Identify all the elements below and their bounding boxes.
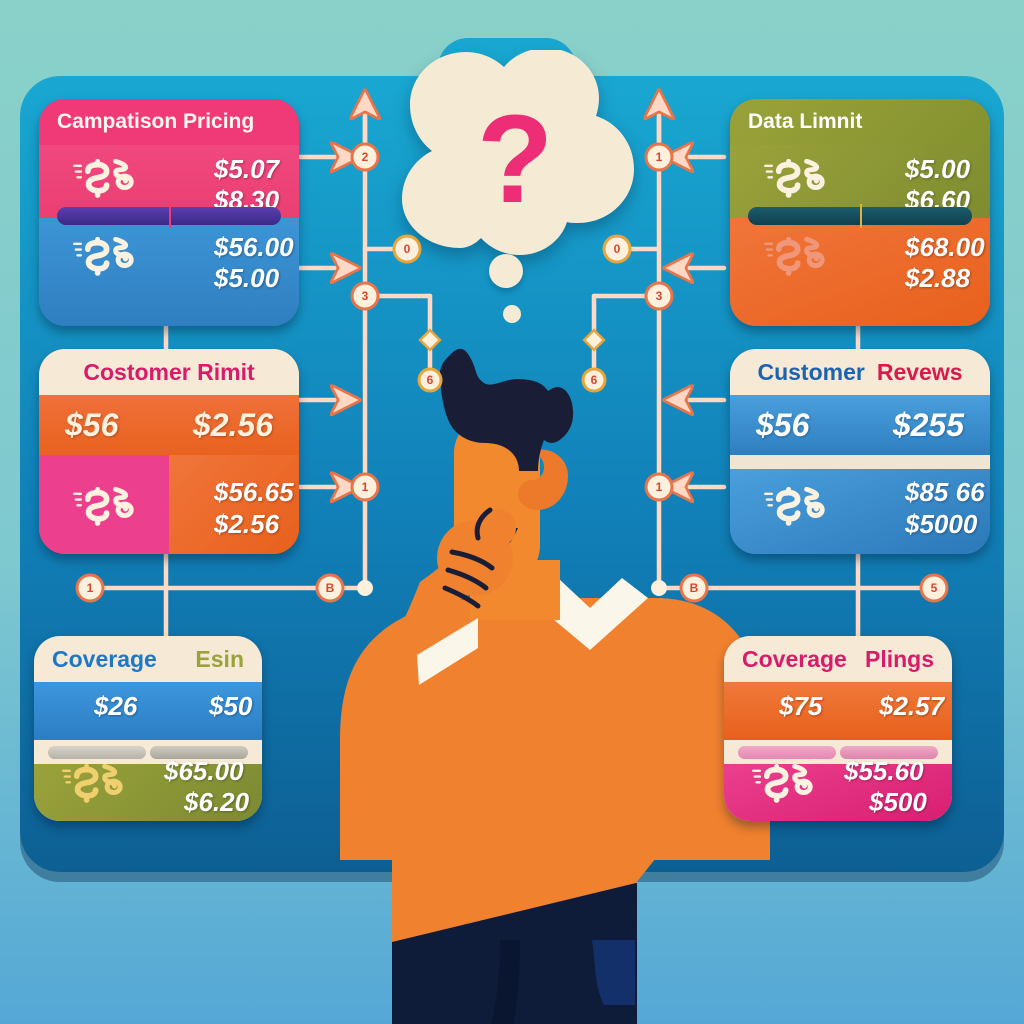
svg-text:B: B (326, 581, 335, 595)
svg-text:1: 1 (87, 581, 94, 595)
svg-text:3: 3 (362, 289, 369, 303)
svg-text:B: B (690, 581, 699, 595)
svg-text:6: 6 (427, 373, 434, 387)
svg-text:1: 1 (362, 480, 369, 494)
svg-text:0: 0 (404, 242, 411, 256)
svg-text:3: 3 (656, 289, 663, 303)
svg-text:6: 6 (591, 373, 598, 387)
svg-text:1: 1 (656, 150, 663, 164)
svg-text:2: 2 (362, 150, 369, 164)
svg-text:0: 0 (614, 242, 621, 256)
svg-text:5: 5 (931, 581, 938, 595)
svg-text:1: 1 (656, 480, 663, 494)
